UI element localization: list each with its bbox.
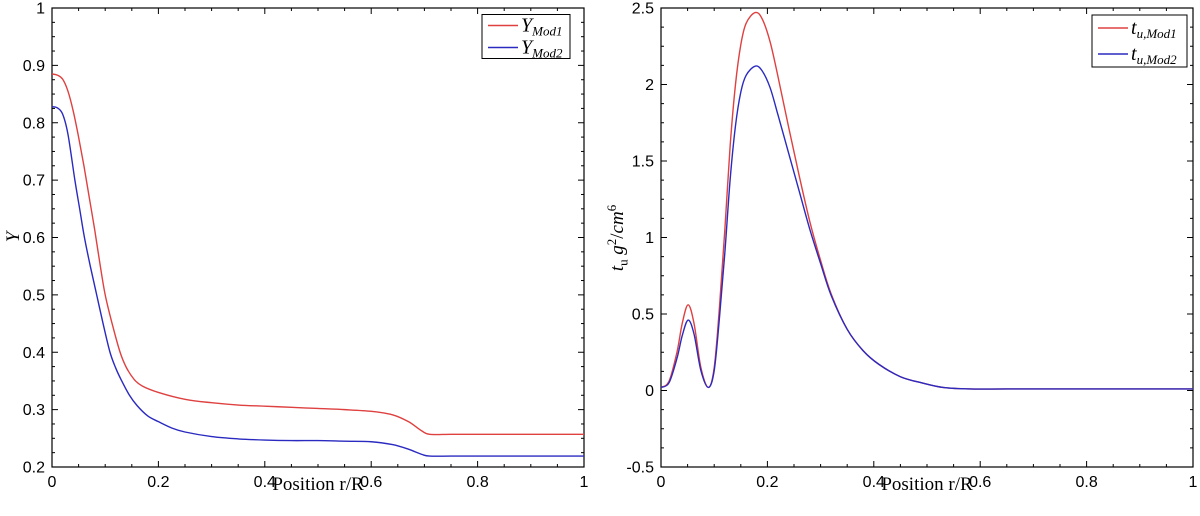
- x-tick-label: 1: [580, 474, 589, 491]
- x-tick-label: 0.6: [360, 474, 382, 491]
- y-axis-label-part: u: [615, 259, 631, 266]
- y-tick-label: 0.5: [632, 307, 654, 324]
- y-axis-label-part: t: [607, 265, 629, 272]
- legend-label: YMod2: [521, 37, 563, 61]
- y-tick-labels: -0.5 0 0.5 1 1.5 2 2.5: [626, 1, 654, 477]
- x-tick-label: 0.4: [254, 474, 276, 491]
- y-tick-label: 0.9: [23, 58, 45, 75]
- y-tick-label: 1.5: [632, 154, 654, 171]
- y-tick-label: 0.8: [23, 115, 45, 132]
- series-t_u_Mod2: [661, 65, 1193, 390]
- y-axis-label-part: 2: [604, 238, 619, 246]
- y-tick-label: 0: [645, 383, 654, 400]
- y-axis-label-part: Y: [3, 231, 24, 243]
- x-tick-label: 0.2: [756, 474, 778, 491]
- x-tick-label: 0.4: [863, 474, 885, 491]
- y-tick-label: 2: [645, 77, 654, 94]
- legend-box: [481, 14, 571, 59]
- y-tick-label: 1: [36, 1, 45, 18]
- axis-ticks: [660, 7, 1194, 468]
- y-tick-label: 0.4: [23, 345, 45, 362]
- x-tick-label: 0.2: [147, 474, 169, 491]
- x-tick-labels: 0 0.2 0.4 0.6 0.8 1: [657, 474, 1198, 491]
- chart-helium-abundance: 0 0.2 0.4 0.6 0.8 1 0.2 0.3 0.4 0.5 0.6 0.7 0.8 0.9 1 Y…: [3, 1, 589, 496]
- series-Y_Mod2: [52, 105, 584, 457]
- x-tick-label: 0.6: [969, 474, 991, 491]
- y-tick-label: 0.6: [23, 230, 45, 247]
- y-axis-label-part: g: [607, 245, 629, 255]
- axes-box: [660, 7, 1194, 468]
- y-tick-label: 0.2: [23, 460, 45, 477]
- y-axis-label-part: /: [607, 233, 629, 239]
- x-tick-labels: 0 0.2 0.4 0.6 0.8 1: [48, 474, 589, 491]
- y-tick-labels: 0.2 0.3 0.4 0.5 0.6 0.7 0.8 0.9 1: [23, 1, 45, 477]
- x-tick-label: 0: [657, 474, 666, 491]
- plot-canvas-left: 0 0.2 0.4 0.6 0.8 10.20.30.40.50.60.70.80.91Y…: [23, 1, 589, 492]
- series-t_u_Mod1: [661, 11, 1193, 390]
- y-tick-label: 2.5: [632, 1, 654, 18]
- y-axis-label-left: Y: [3, 197, 24, 277]
- y-tick-label: 0.3: [23, 402, 45, 419]
- x-axis-label-right: Position r/R: [881, 474, 973, 495]
- y-axis-label-part: 6: [604, 204, 619, 212]
- x-tick-label: 1: [1189, 474, 1198, 491]
- y-axis-label-part: cm: [607, 211, 629, 234]
- x-axis-label-left: Position r/R: [272, 474, 364, 495]
- y-axis-label-part: [607, 255, 628, 260]
- y-tick-label: 0.7: [23, 173, 45, 190]
- series-Y_Mod1: [52, 73, 584, 436]
- y-tick-label: 0.5: [23, 287, 45, 304]
- plot-canvas-right: 0 0.2 0.4 0.6 0.8 1-0.500.511.522.5tu,Mod1tu,…: [626, 1, 1198, 492]
- legend-box: [1091, 14, 1188, 68]
- legend-label: tu,Mod2: [1131, 43, 1177, 67]
- chart-tu-profile: 0 0.2 0.4 0.6 0.8 1 -0.5 0 0.5 1 1.5 2 2.5 tu,Mod1 tu,…: [600, 0, 1200, 516]
- legend-label: YMod1: [521, 15, 562, 39]
- axis-ticks: [51, 7, 585, 468]
- legend-label: tu,Mod1: [1131, 17, 1177, 41]
- x-tick-label: 0.8: [1075, 474, 1097, 491]
- y-axis-label-right: tu g2/cm6: [601, 158, 631, 318]
- y-tick-label: 1: [645, 230, 654, 247]
- y-tick-label: -0.5: [626, 460, 654, 477]
- x-tick-label: 0: [48, 474, 57, 491]
- x-tick-label: 0.8: [466, 474, 488, 491]
